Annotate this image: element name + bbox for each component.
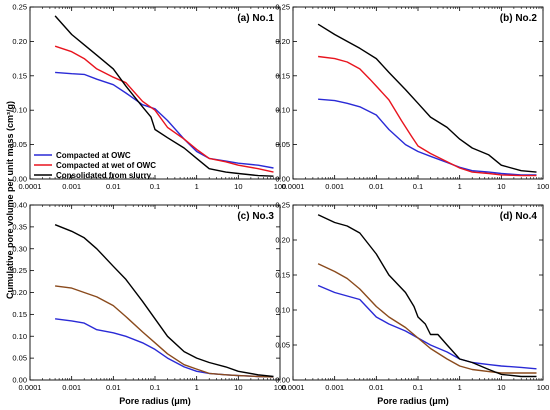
panel-d-series-0-line xyxy=(317,284,537,370)
panel-a-ytick-label: 0.10 xyxy=(12,106,27,115)
panel-b-ytick-label: 0.20 xyxy=(275,37,290,46)
panel-d-ytick-label: 0.00 xyxy=(275,376,290,385)
panel-a-xtick-label: 0.01 xyxy=(106,182,121,191)
panel-a-xtick-label: 100 xyxy=(274,182,287,191)
panel-b-xtick-label: 0.0001 xyxy=(282,182,305,191)
panel-c-ytick-label: 0.35 xyxy=(12,222,27,231)
panel-b-xtick-label: 100 xyxy=(537,182,550,191)
panel-c-xtick-label: 0.001 xyxy=(62,383,81,392)
panel-b: 0.0001 0.001 0.01 0.1 1 10 1000.000.050.100.15… xyxy=(275,3,549,192)
panel-a-series-0-line xyxy=(55,71,274,169)
panel-b-frame xyxy=(292,6,544,180)
panel-b-ytick-label: 0.05 xyxy=(275,140,290,149)
panel-c-ytick-label: 0.05 xyxy=(12,354,27,363)
panel-a-ytick-label: 0.15 xyxy=(12,71,27,80)
panel-c-series-2-line xyxy=(54,224,274,378)
panel-b-ytick-label: 0.25 xyxy=(275,3,290,12)
panel-d-xtick-label: 0.001 xyxy=(325,383,344,392)
panel-a-ytick-label: 0.05 xyxy=(12,140,27,149)
panel-c-ytick-label: 0.00 xyxy=(12,376,27,385)
panel-d-xtick-label: 10 xyxy=(497,383,505,392)
panel-b-ytick-label: 0.10 xyxy=(275,106,290,115)
panel-c-ytick-label: 0.40 xyxy=(12,201,27,210)
panel-d: 0.0001 0.001 0.01 0.1 1 10 1000.000.050.100.15… xyxy=(275,201,549,393)
panel-c-ytick-label: 0.25 xyxy=(12,266,27,275)
panel-c-xtick-label: 0.0001 xyxy=(19,383,42,392)
panel-d-ytick-label: 0.10 xyxy=(275,306,290,315)
panel-b-series-1-line xyxy=(318,55,537,177)
panel-c-ytick-label: 0.15 xyxy=(12,310,27,319)
panel-b-ytick-label: 0.00 xyxy=(275,175,290,184)
panel-b-xtick-label: 0.01 xyxy=(369,182,384,191)
panel-d-xtick-label: 100 xyxy=(537,383,550,392)
panel-a-title: (a) No.1 xyxy=(237,13,274,24)
panel-d-ytick-label: 0.05 xyxy=(275,341,290,350)
panel-d-xtick-label: 0.01 xyxy=(369,383,384,392)
panel-d-ytick-label: 0.25 xyxy=(275,201,290,210)
panel-d-ytick-label: 0.15 xyxy=(275,271,290,280)
panel-d-series-1-line xyxy=(317,263,537,374)
panel-c-series-1-line xyxy=(55,285,274,378)
legend-label-slurry: Consolidated from slurry xyxy=(56,171,152,180)
x-axis-label-left: Pore radius (μm) xyxy=(119,396,191,406)
panel-a-xtick-label: 0.1 xyxy=(150,182,160,191)
panel-d-frame xyxy=(292,204,544,381)
panel-d-series-2-line xyxy=(317,214,537,378)
panel-b-xtick-label: 0.001 xyxy=(325,182,344,191)
panel-a: 0.0001 0.001 0.01 0.1 1 10 100 0.00 0.05 0.10 0.15… xyxy=(12,3,286,192)
panel-a-xtick-label: 10 xyxy=(234,182,242,191)
panel-d-xtick-label: 0.0001 xyxy=(282,383,305,392)
panel-c-frame xyxy=(29,204,281,381)
panel-b-xtick-label: 10 xyxy=(497,182,505,191)
panel-c-xtick-label: 1 xyxy=(195,383,199,392)
panel-a-xtick-label: 0.0001 xyxy=(19,182,42,191)
panel-c-xtick-label: 10 xyxy=(234,383,242,392)
panel-c-ytick-label: 0.20 xyxy=(12,288,27,297)
panel-c-xtick-label: 0.1 xyxy=(150,383,160,392)
legend-label-owc: Compacted at OWC xyxy=(56,151,131,160)
panel-a-xtick-label: 0.001 xyxy=(62,182,81,191)
panel-c-xtick-label: 0.01 xyxy=(106,383,121,392)
panel-d-xtick-label: 0.1 xyxy=(413,383,423,392)
panel-a-ytick-label: 0.00 xyxy=(12,175,27,184)
panel-c-ytick-label: 0.30 xyxy=(12,244,27,253)
panel-a-ytick-label: 0.25 xyxy=(12,3,27,12)
y-axis-label: Cumulative pore volume per unit mass (cm… xyxy=(5,101,15,299)
panel-a-series-1-line xyxy=(54,45,274,173)
panel-c-ytick-label: 0.10 xyxy=(12,332,27,341)
panel-d-title: (d) No.4 xyxy=(500,211,538,222)
panel-c-title: (c) No.3 xyxy=(237,211,274,222)
panel-d-xtick-label: 1 xyxy=(458,383,462,392)
panel-b-series-0-line xyxy=(318,98,537,176)
panel-c-series-0-line xyxy=(55,318,274,378)
panel-b-ytick-label: 0.15 xyxy=(275,71,290,80)
panel-a-ytick-label: 0.20 xyxy=(12,37,27,46)
panel-b-title: (b) No.2 xyxy=(500,13,538,24)
panel-c: 0.0001 0.001 0.01 0.1 1 10 100 0.00 0.05 0.10 0.15… xyxy=(12,201,286,393)
panel-a-xtick-label: 1 xyxy=(195,182,199,191)
legend: Compacted at OWC Compacted at wet of OWC… xyxy=(34,151,156,180)
panel-c-xtick-label: 100 xyxy=(274,383,287,392)
panel-d-ytick-label: 0.20 xyxy=(275,236,290,245)
panel-a-series-2-line xyxy=(54,15,274,177)
panel-b-xtick-label: 1 xyxy=(458,182,462,191)
panel-b-xtick-label: 0.1 xyxy=(413,182,423,191)
panel-b-series-2-line xyxy=(317,23,537,173)
panels: 0.0001 0.001 0.01 0.1 1 10 1000.000.050.100.15… xyxy=(12,3,549,393)
legend-label-wet: Compacted at wet of OWC xyxy=(56,161,156,170)
x-axis-label-right: Pore radius (μm) xyxy=(377,396,449,406)
